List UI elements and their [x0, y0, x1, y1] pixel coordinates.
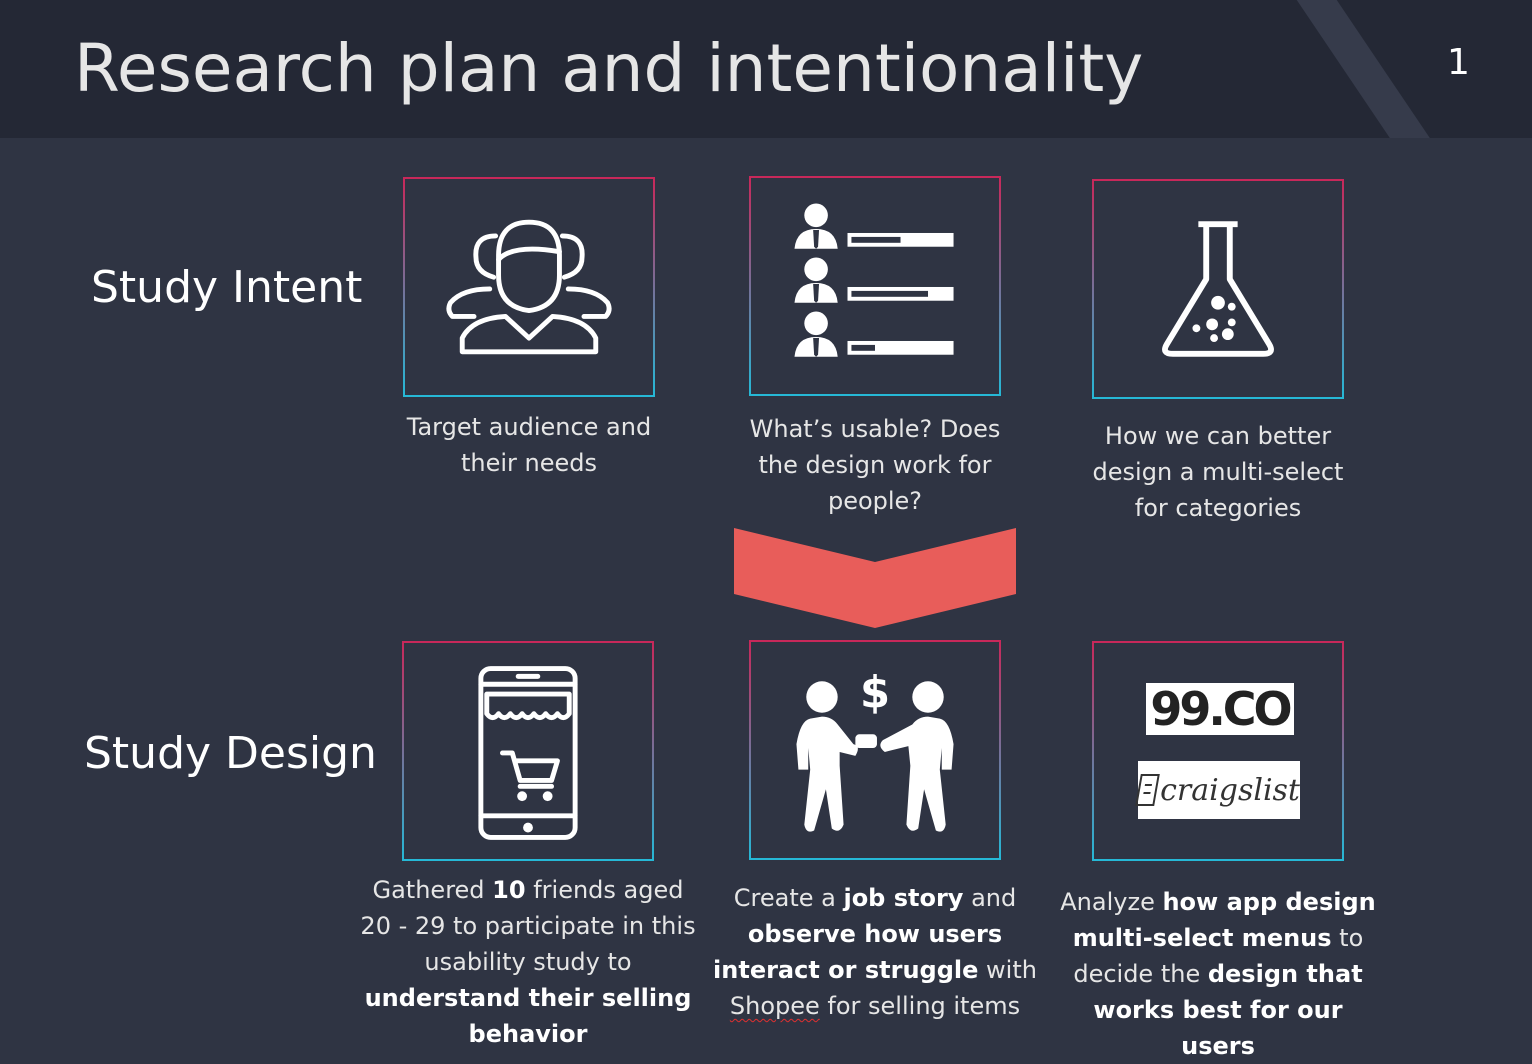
caption-bold: multi-select menus [1072, 924, 1332, 952]
caption-line: works best for our users [1054, 992, 1382, 1064]
craigslist-logo: craigslist [1135, 761, 1300, 819]
caption-line: Gathered 10 friends aged [348, 872, 708, 908]
intent-caption-1: Target audience and their needs [384, 409, 674, 481]
caption-line: design a multi-select [1092, 458, 1344, 486]
caption-line: for categories [1134, 494, 1302, 522]
caption-line: interact or struggle with [712, 952, 1038, 988]
usability-card [749, 176, 1001, 396]
caption-text: and [963, 884, 1017, 912]
caption-bold: design that [1207, 960, 1363, 988]
header-bar: Research plan and intentionality 1 [0, 0, 1532, 138]
header-stripe [1290, 0, 1445, 138]
caption-line: observe how users [712, 916, 1038, 952]
intent-caption-2: What’s usable? Does the design work for … [720, 411, 1030, 519]
craigslist-peace-icon [1135, 774, 1160, 806]
shopping-phone-icon [478, 666, 578, 840]
caption-bold: interact or struggle [713, 956, 979, 984]
caption-line: 20 - 29 to participate in this [360, 912, 696, 940]
svg-text:$: $ [860, 668, 890, 718]
caption-text: Create a [733, 884, 844, 912]
caption-bold: job story [843, 884, 964, 912]
caption-line: their needs [460, 449, 598, 477]
caption-line: understand their selling [348, 980, 708, 1016]
caption-text: with [978, 956, 1037, 984]
caption-bold: behavior [468, 1020, 588, 1048]
caption-bold: 10 [492, 876, 526, 904]
caption-bold: understand their selling [364, 984, 692, 1012]
down-chevron-arrow [734, 528, 1016, 628]
audience-icon [446, 219, 612, 355]
caption-line: multi-select menus to [1054, 920, 1382, 956]
caption-text: Analyze [1060, 888, 1163, 916]
competitor-analysis-card: 99.CO craigslist [1092, 641, 1344, 861]
caption-line: decide the design that [1054, 956, 1382, 992]
caption-line: Shopee for selling items [712, 988, 1038, 1024]
caption-text: decide the [1073, 960, 1208, 988]
caption-line: Analyze how app design [1054, 884, 1382, 920]
caption-line: people? [827, 487, 923, 515]
caption-line: behavior [348, 1016, 708, 1052]
design-caption-2: Create a job story and observe how users… [712, 880, 1038, 1024]
caption-text-misspelled: Shopee [729, 992, 820, 1020]
participants-card [402, 641, 654, 861]
transaction-icon: $ [796, 668, 954, 832]
page-number: 1 [1447, 42, 1470, 83]
caption-bold: how app design [1162, 888, 1376, 916]
caption-line: usability study to [424, 948, 632, 976]
study-intent-label: Study Intent [91, 262, 363, 313]
audience-card [403, 177, 655, 397]
page-title: Research plan and intentionality [74, 30, 1144, 107]
experiment-card [1092, 179, 1344, 399]
caption-line: the design work for [758, 451, 992, 479]
job-story-card: $ [749, 640, 1001, 860]
user-rating-list-icon [794, 203, 954, 357]
caption-text: to [1331, 924, 1364, 952]
caption-text: for selling items [819, 992, 1021, 1020]
caption-bold: observe how users [747, 920, 1003, 948]
craigslist-logo-text: craigslist [1160, 772, 1300, 808]
caption-line: What’s usable? Does [749, 415, 1001, 443]
caption-line: How we can better [1104, 422, 1332, 450]
caption-text: friends aged [525, 876, 684, 904]
caption-line: Target audience and [406, 413, 652, 441]
99co-logo: 99.CO [1146, 682, 1294, 736]
design-caption-1: Gathered 10 friends aged 20 - 29 to part… [348, 872, 708, 1052]
caption-text: Gathered [372, 876, 493, 904]
lab-flask-icon [1162, 221, 1274, 357]
intent-caption-3: How we can better design a multi-select … [1068, 418, 1368, 526]
caption-line: Create a job story and [712, 880, 1038, 916]
design-caption-3: Analyze how app design multi-select menu… [1054, 884, 1382, 1064]
caption-bold: works best for our users [1093, 996, 1343, 1060]
study-design-label: Study Design [84, 728, 377, 779]
